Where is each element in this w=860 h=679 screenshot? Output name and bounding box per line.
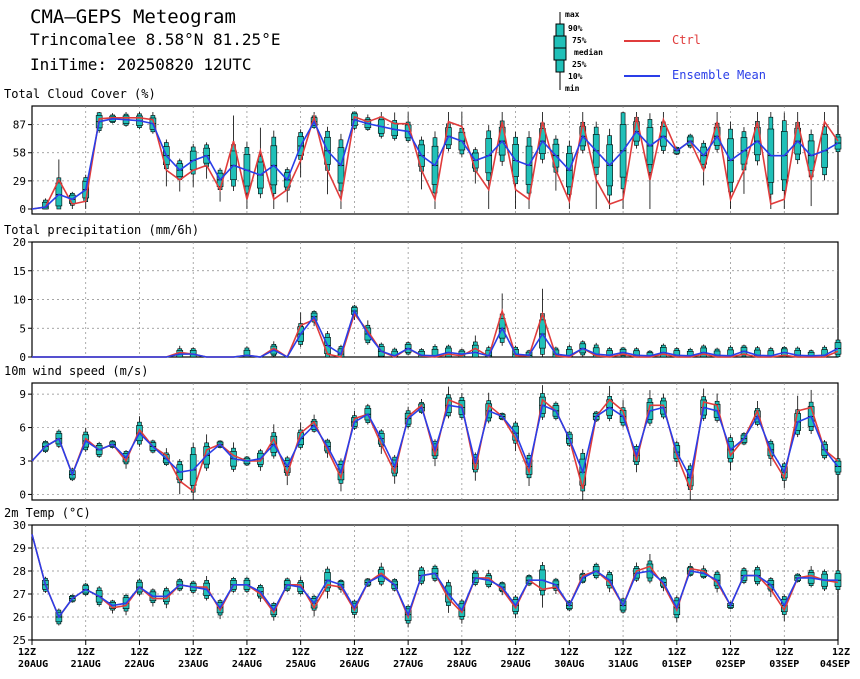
- x-axis-tick-label-date: 24AUG: [232, 659, 262, 670]
- x-axis-tick-label-date: 21AUG: [71, 659, 101, 670]
- precip-title: Total precipitation (mm/6h): [4, 223, 199, 237]
- legend-label-min: min: [565, 84, 580, 93]
- x-axis-tick-label-hour: 12Z: [399, 647, 417, 658]
- cloud-cover-ytick-label: 29: [13, 175, 26, 188]
- x-axis-tick-label-hour: 12Z: [292, 647, 310, 658]
- precip-mean-line: [32, 309, 839, 359]
- temp-ytick-label: 25: [13, 634, 26, 647]
- chart-title: CMA–GEPS Meteogram: [30, 6, 236, 28]
- legend-ctrl-label: Ctrl: [672, 33, 701, 47]
- precip-ytick-label: 15: [13, 265, 26, 278]
- wind-panel: 10m wind speed (m/s) 0 3 6 9: [4, 364, 842, 501]
- cloud-cover-mean-line: [31, 117, 839, 210]
- precip-box: [471, 344, 479, 358]
- wind-ytick-label: 9: [19, 388, 26, 401]
- temp-ytick-label: 28: [13, 565, 26, 578]
- legend-label-max: max: [565, 10, 580, 19]
- x-axis-tick-label-hour: 12Z: [77, 647, 95, 658]
- x-axis-tick-label-hour: 12Z: [184, 647, 202, 658]
- legend-label-25: 25%: [572, 60, 587, 69]
- location-label: Trincomalee 8.58°N 81.25°E: [30, 30, 281, 49]
- precip-ytick-label: 10: [13, 294, 26, 307]
- x-axis-tick-label-date: 01SEP: [662, 659, 692, 670]
- x-axis-tick-label-date: 03SEP: [769, 659, 799, 670]
- x-axis-tick-label-date: 30AUG: [554, 659, 584, 670]
- x-axis-tick-label-hour: 12Z: [507, 647, 525, 658]
- x-axis-tick-label-date: 20AUG: [18, 659, 48, 670]
- temp-ytick-label: 29: [13, 542, 26, 555]
- x-axis-tick-label-hour: 12Z: [18, 647, 36, 658]
- x-axis-tick-label-hour: 12Z: [832, 647, 850, 658]
- x-axis-tick-label-date: 23AUG: [178, 659, 208, 670]
- x-axis-tick-label-hour: 12Z: [453, 647, 471, 658]
- precip-ytick-label: 0: [19, 351, 26, 364]
- cloud-cover-frame: [31, 105, 839, 215]
- temp-title: 2m Temp (°C): [4, 506, 91, 520]
- wind-mean-line: [31, 404, 839, 481]
- wind-ctrl-line: [31, 398, 839, 493]
- x-axis-tick-label-date: 31AUG: [608, 659, 638, 670]
- x-axis-tick-label-date: 04SEP: [820, 659, 850, 670]
- legend-label-median: median: [574, 48, 603, 57]
- precip-ytick-label: 20: [13, 236, 26, 249]
- cloud-cover-ctrl-line: [31, 113, 839, 210]
- temp-ytick-label: 30: [13, 519, 26, 532]
- x-axis-tick-label-hour: 12Z: [345, 647, 363, 658]
- x-axis-tick-label-hour: 12Z: [614, 647, 632, 658]
- temp-ytick-label: 27: [13, 588, 26, 601]
- legend-label-75: 75%: [572, 36, 587, 45]
- x-axis-tick-label-hour: 12Z: [560, 647, 578, 658]
- legend-ctrl-line: [624, 40, 660, 42]
- x-axis-tick-label-hour: 12Z: [238, 647, 256, 658]
- temp-ytick-label: 26: [13, 611, 26, 624]
- temp-mean-line: [31, 533, 838, 619]
- x-axis-tick-label-date: 27AUG: [393, 659, 423, 670]
- cloud-cover-ytick-label: 58: [13, 147, 26, 160]
- x-axis-tick-label-hour: 12Z: [722, 647, 740, 658]
- x-axis-tick-label-date: 25AUG: [286, 659, 316, 670]
- legend-label-10: 10%: [568, 72, 583, 81]
- x-axis-tick-label-hour: 12Z: [775, 647, 793, 658]
- cloud-cover-title: Total Cloud Cover (%): [4, 87, 156, 101]
- precip-box: [243, 349, 251, 358]
- x-axis-tick-label-hour: 12Z: [668, 647, 686, 658]
- legend-label-90: 90%: [568, 24, 583, 33]
- wind-ytick-label: 0: [19, 488, 26, 501]
- wind-frame: [31, 382, 839, 501]
- x-axis-tick-label-date: 22AUG: [124, 659, 154, 670]
- wind-ytick-label: 3: [19, 455, 26, 468]
- temp-panel: 2m Temp (°C) 25 26 27 28 29 30: [4, 506, 842, 647]
- x-axis-tick-label-date: 28AUG: [447, 659, 477, 670]
- x-axis-tick-label-date: 29AUG: [501, 659, 531, 670]
- init-time-label: IniTime: 20250820 12UTC: [30, 55, 252, 74]
- cloud-cover-panel: Total Cloud Cover (%) 0 29 58 87: [4, 87, 842, 216]
- cloud-cover-ytick-label: 87: [13, 119, 26, 132]
- x-axis-tick-label-hour: 12Z: [130, 647, 148, 658]
- precip-ytick-label: 5: [19, 322, 26, 335]
- legend-boxplot-key: [553, 12, 567, 90]
- legend-mean-label: Ensemble Mean: [672, 68, 766, 82]
- precip-panel: Total precipitation (mm/6h) 0 5 10 15 20: [4, 223, 842, 364]
- x-axis-tick-label-date: 02SEP: [715, 659, 745, 670]
- cloud-cover-ytick-label: 0: [19, 203, 26, 216]
- x-axis-tick-label-date: 26AUG: [339, 659, 369, 670]
- wind-ytick-label: 6: [19, 422, 26, 435]
- wind-title: 10m wind speed (m/s): [4, 364, 149, 378]
- legend-mean-line: [624, 75, 660, 77]
